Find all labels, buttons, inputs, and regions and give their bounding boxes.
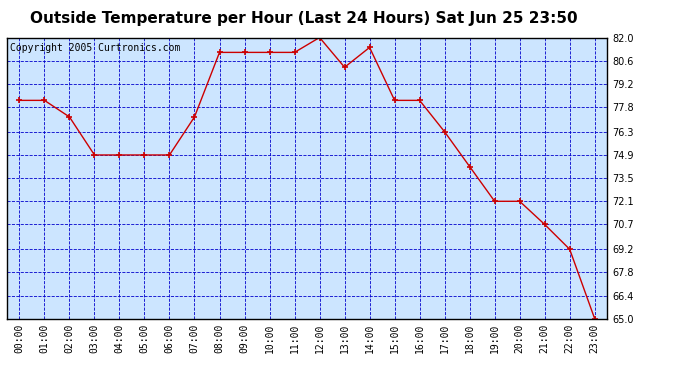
Text: Outside Temperature per Hour (Last 24 Hours) Sat Jun 25 23:50: Outside Temperature per Hour (Last 24 Ho… [30, 11, 578, 26]
Text: Copyright 2005 Curtronics.com: Copyright 2005 Curtronics.com [10, 43, 180, 53]
